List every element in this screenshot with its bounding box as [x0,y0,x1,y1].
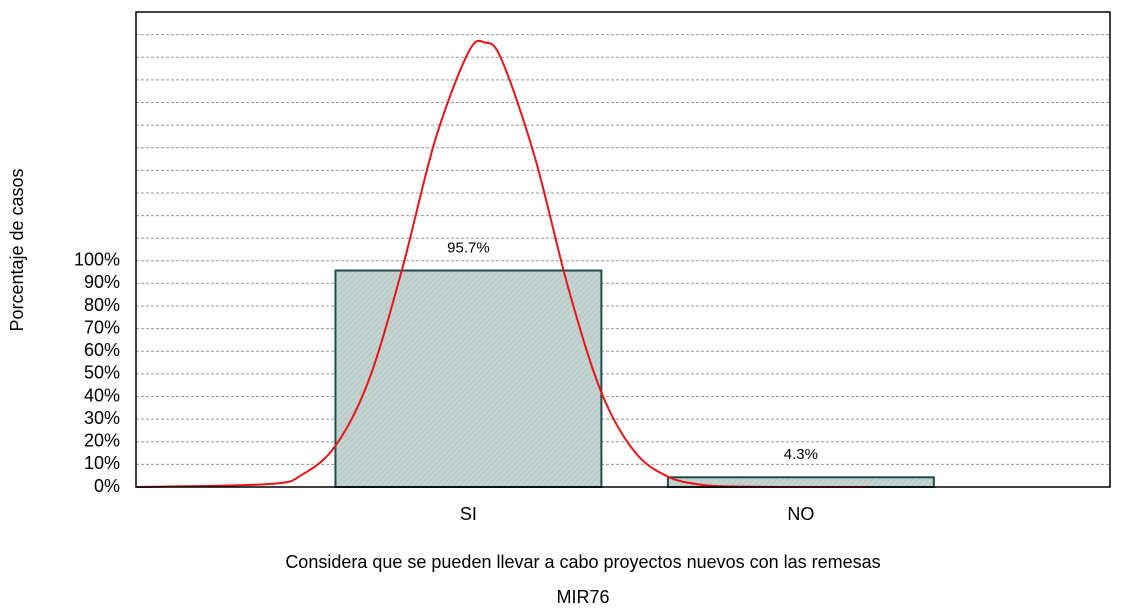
y-tick-label: 10% [84,453,120,473]
y-tick-label: 0% [94,476,120,496]
y-tick-label: 50% [84,363,120,383]
y-tick-label: 40% [84,385,120,405]
x-tick-label: SI [460,504,477,524]
x-tick-label: NO [787,504,814,524]
value-label: 4.3% [784,446,818,463]
y-tick-label: 100% [74,250,120,270]
fitted-curve [135,39,868,489]
x-axis-label: Considera que se pueden llevar a cabo pr… [285,552,880,572]
y-tick-label: 20% [84,431,120,451]
y-tick-label: 90% [84,272,120,292]
bar [334,269,603,488]
subtitle: MIR76 [556,587,609,607]
y-tick-label: 70% [84,317,120,337]
y-tick-label: 30% [84,408,120,428]
y-tick-label: 80% [84,295,120,315]
plot-frame [135,11,1111,488]
y-tick-label: 60% [84,340,120,360]
y-axis-label: Porcentaje de casos [7,168,27,331]
value-label: 95.7% [447,240,490,257]
